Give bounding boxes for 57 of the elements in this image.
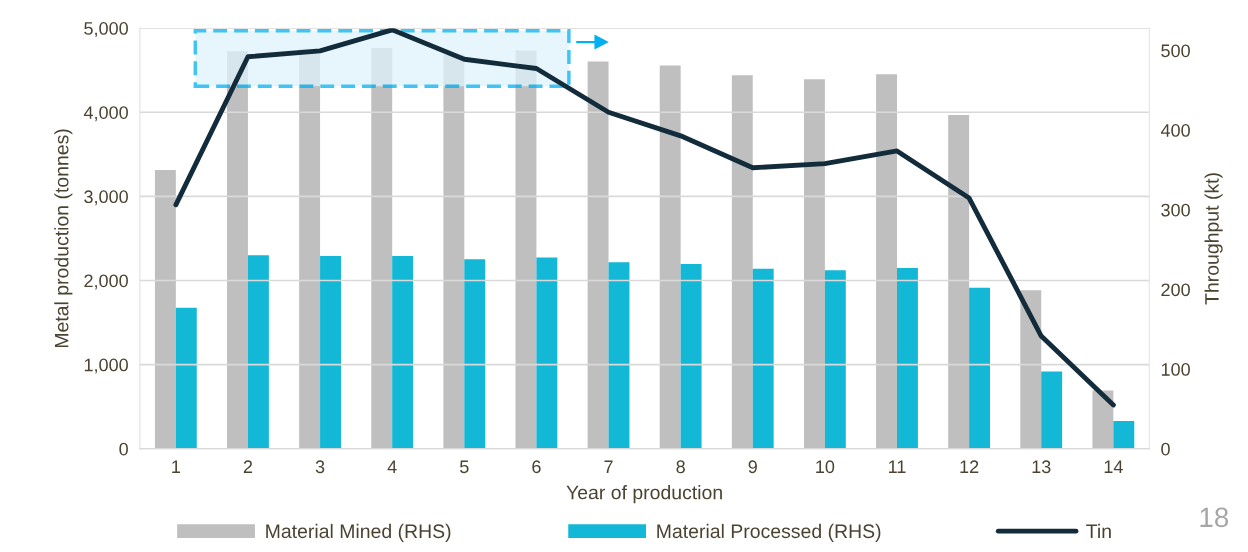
bar	[948, 114, 970, 449]
bar	[803, 79, 825, 449]
y-tick-label: 2,000	[84, 274, 128, 290]
x-tick-label: 6	[532, 460, 541, 474]
bar	[247, 255, 269, 449]
x-tick-label: 14	[1104, 460, 1123, 473]
y-axis-title: Metal production (tonnes)	[54, 129, 73, 348]
y-tick-label: 5,000	[84, 22, 128, 37]
y2-tick-label: 100	[1161, 363, 1190, 376]
y2-axis-title: Throughput (kt)	[1204, 173, 1223, 305]
x-tick-label: 13	[1032, 460, 1051, 474]
y2-tick-label: 200	[1161, 283, 1190, 297]
bar	[608, 262, 630, 449]
x-tick-label: 11	[889, 460, 906, 473]
bar	[587, 61, 609, 449]
y2-tick-label: 400	[1160, 124, 1190, 137]
bar	[752, 268, 774, 449]
y-tick-label: 4,000	[83, 106, 128, 122]
bar	[536, 257, 558, 449]
bar	[154, 169, 176, 449]
bar	[1020, 290, 1042, 449]
x-axis-title: Year of production	[566, 485, 722, 504]
legend-label: Tin	[1086, 523, 1111, 538]
x-tick-label: 7	[604, 460, 613, 473]
bar	[824, 270, 846, 449]
x-tick-label: 3	[315, 460, 325, 474]
bar	[1041, 371, 1063, 449]
bar	[175, 307, 197, 449]
bar	[680, 263, 702, 449]
x-tick-label: 10	[816, 460, 835, 474]
line-series	[173, 28, 1116, 408]
x-tick-label: 4	[387, 460, 397, 473]
legend-label: Material Mined (RHS)	[266, 523, 451, 542]
bar	[464, 259, 486, 449]
x-tick-label: 1	[172, 460, 180, 473]
y-tick-label: 0	[119, 442, 128, 456]
bar	[392, 255, 414, 449]
x-tick-label: 12	[960, 460, 979, 473]
bar	[897, 267, 918, 449]
y2-tick-label: 500	[1161, 44, 1190, 58]
x-tick-label: 5	[460, 460, 469, 474]
x-tick-label: 2	[243, 460, 253, 473]
legend-label: Material Processed (RHS)	[657, 523, 881, 542]
bar	[1092, 390, 1114, 449]
bar	[876, 74, 897, 449]
y-tick-label: 3,000	[84, 190, 128, 206]
x-tick-label: 8	[676, 460, 685, 474]
text: 18	[1200, 507, 1229, 528]
y2-tick-label: 300	[1161, 203, 1190, 217]
bar	[1113, 420, 1135, 449]
y2-tick-label: 0	[1161, 442, 1170, 456]
bar	[659, 65, 681, 449]
bar	[320, 255, 341, 449]
x-tick-label: 9	[748, 460, 757, 474]
bar	[731, 75, 753, 449]
y-tick-label: 1,000	[84, 358, 128, 374]
bar	[969, 287, 991, 449]
